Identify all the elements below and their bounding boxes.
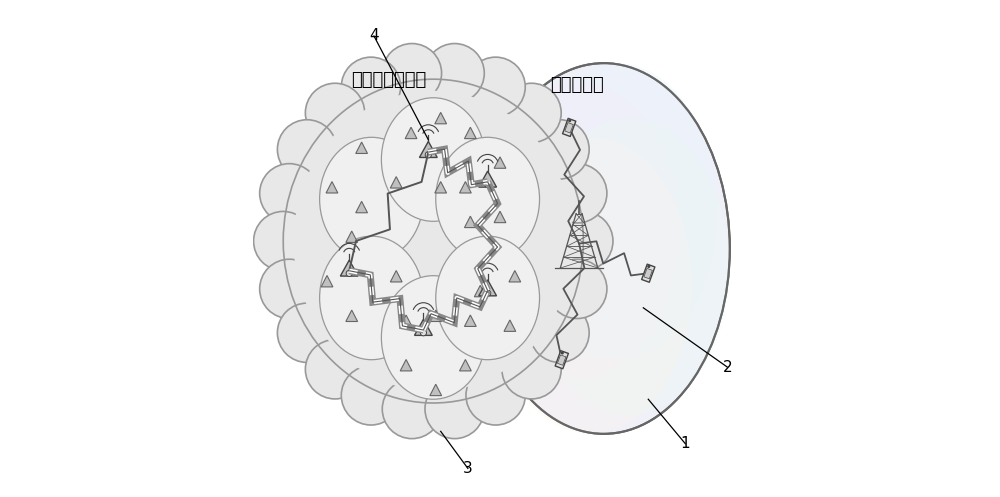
Circle shape bbox=[425, 152, 431, 158]
Polygon shape bbox=[405, 127, 417, 139]
Polygon shape bbox=[390, 176, 402, 188]
Ellipse shape bbox=[436, 137, 540, 261]
Circle shape bbox=[548, 259, 607, 319]
Polygon shape bbox=[464, 127, 476, 139]
Circle shape bbox=[341, 366, 401, 425]
Text: 4: 4 bbox=[369, 28, 379, 43]
Circle shape bbox=[277, 120, 337, 179]
Circle shape bbox=[305, 339, 365, 399]
Polygon shape bbox=[356, 142, 367, 154]
Polygon shape bbox=[644, 268, 652, 279]
Ellipse shape bbox=[490, 137, 692, 434]
Circle shape bbox=[382, 44, 442, 103]
Circle shape bbox=[277, 303, 337, 362]
Circle shape bbox=[648, 265, 650, 267]
Polygon shape bbox=[557, 355, 566, 365]
Text: 3: 3 bbox=[463, 461, 473, 476]
Polygon shape bbox=[474, 285, 486, 297]
Polygon shape bbox=[419, 142, 437, 158]
Circle shape bbox=[425, 44, 484, 103]
Polygon shape bbox=[642, 264, 655, 282]
Text: 认知无线传感网: 认知无线传感网 bbox=[351, 72, 426, 89]
Text: 主用户网络: 主用户网络 bbox=[550, 77, 603, 94]
Ellipse shape bbox=[320, 137, 423, 261]
Polygon shape bbox=[435, 112, 447, 124]
Circle shape bbox=[420, 330, 427, 336]
Ellipse shape bbox=[478, 82, 679, 378]
Polygon shape bbox=[356, 201, 367, 213]
Circle shape bbox=[425, 379, 484, 439]
Ellipse shape bbox=[528, 119, 730, 415]
Circle shape bbox=[466, 57, 525, 116]
Circle shape bbox=[548, 164, 607, 223]
Circle shape bbox=[254, 211, 313, 271]
Polygon shape bbox=[504, 320, 516, 331]
Polygon shape bbox=[494, 157, 506, 168]
Polygon shape bbox=[565, 123, 573, 133]
Polygon shape bbox=[326, 181, 338, 193]
Circle shape bbox=[554, 211, 613, 271]
Polygon shape bbox=[414, 320, 432, 335]
Circle shape bbox=[260, 259, 319, 319]
Polygon shape bbox=[555, 351, 568, 369]
Polygon shape bbox=[479, 280, 497, 296]
Circle shape bbox=[260, 164, 319, 223]
Polygon shape bbox=[494, 211, 506, 223]
Circle shape bbox=[485, 290, 491, 296]
Polygon shape bbox=[509, 270, 521, 282]
Ellipse shape bbox=[381, 276, 485, 399]
Polygon shape bbox=[464, 315, 476, 327]
Polygon shape bbox=[460, 359, 471, 371]
Circle shape bbox=[530, 120, 589, 179]
Polygon shape bbox=[464, 216, 476, 228]
Polygon shape bbox=[346, 231, 358, 243]
Ellipse shape bbox=[436, 236, 540, 360]
Circle shape bbox=[466, 366, 525, 425]
Polygon shape bbox=[479, 171, 497, 187]
Circle shape bbox=[561, 352, 563, 354]
Circle shape bbox=[502, 339, 561, 399]
Text: 1: 1 bbox=[681, 436, 690, 451]
Polygon shape bbox=[400, 315, 412, 327]
Polygon shape bbox=[563, 118, 576, 137]
Circle shape bbox=[485, 181, 491, 187]
Circle shape bbox=[346, 270, 352, 276]
Polygon shape bbox=[346, 310, 358, 322]
Polygon shape bbox=[390, 270, 402, 282]
Circle shape bbox=[530, 303, 589, 362]
Ellipse shape bbox=[381, 98, 485, 221]
Ellipse shape bbox=[516, 63, 717, 360]
Circle shape bbox=[305, 83, 365, 143]
Circle shape bbox=[341, 57, 401, 116]
Polygon shape bbox=[321, 275, 333, 287]
Polygon shape bbox=[435, 181, 447, 193]
Polygon shape bbox=[430, 384, 442, 396]
Circle shape bbox=[502, 83, 561, 143]
Circle shape bbox=[569, 120, 571, 122]
Polygon shape bbox=[460, 181, 471, 193]
Ellipse shape bbox=[276, 72, 590, 411]
Polygon shape bbox=[400, 359, 412, 371]
Text: 2: 2 bbox=[723, 360, 732, 375]
Ellipse shape bbox=[478, 63, 730, 434]
Ellipse shape bbox=[320, 236, 423, 360]
Ellipse shape bbox=[293, 91, 573, 392]
Polygon shape bbox=[430, 310, 442, 322]
Polygon shape bbox=[340, 260, 358, 276]
Circle shape bbox=[382, 379, 442, 439]
